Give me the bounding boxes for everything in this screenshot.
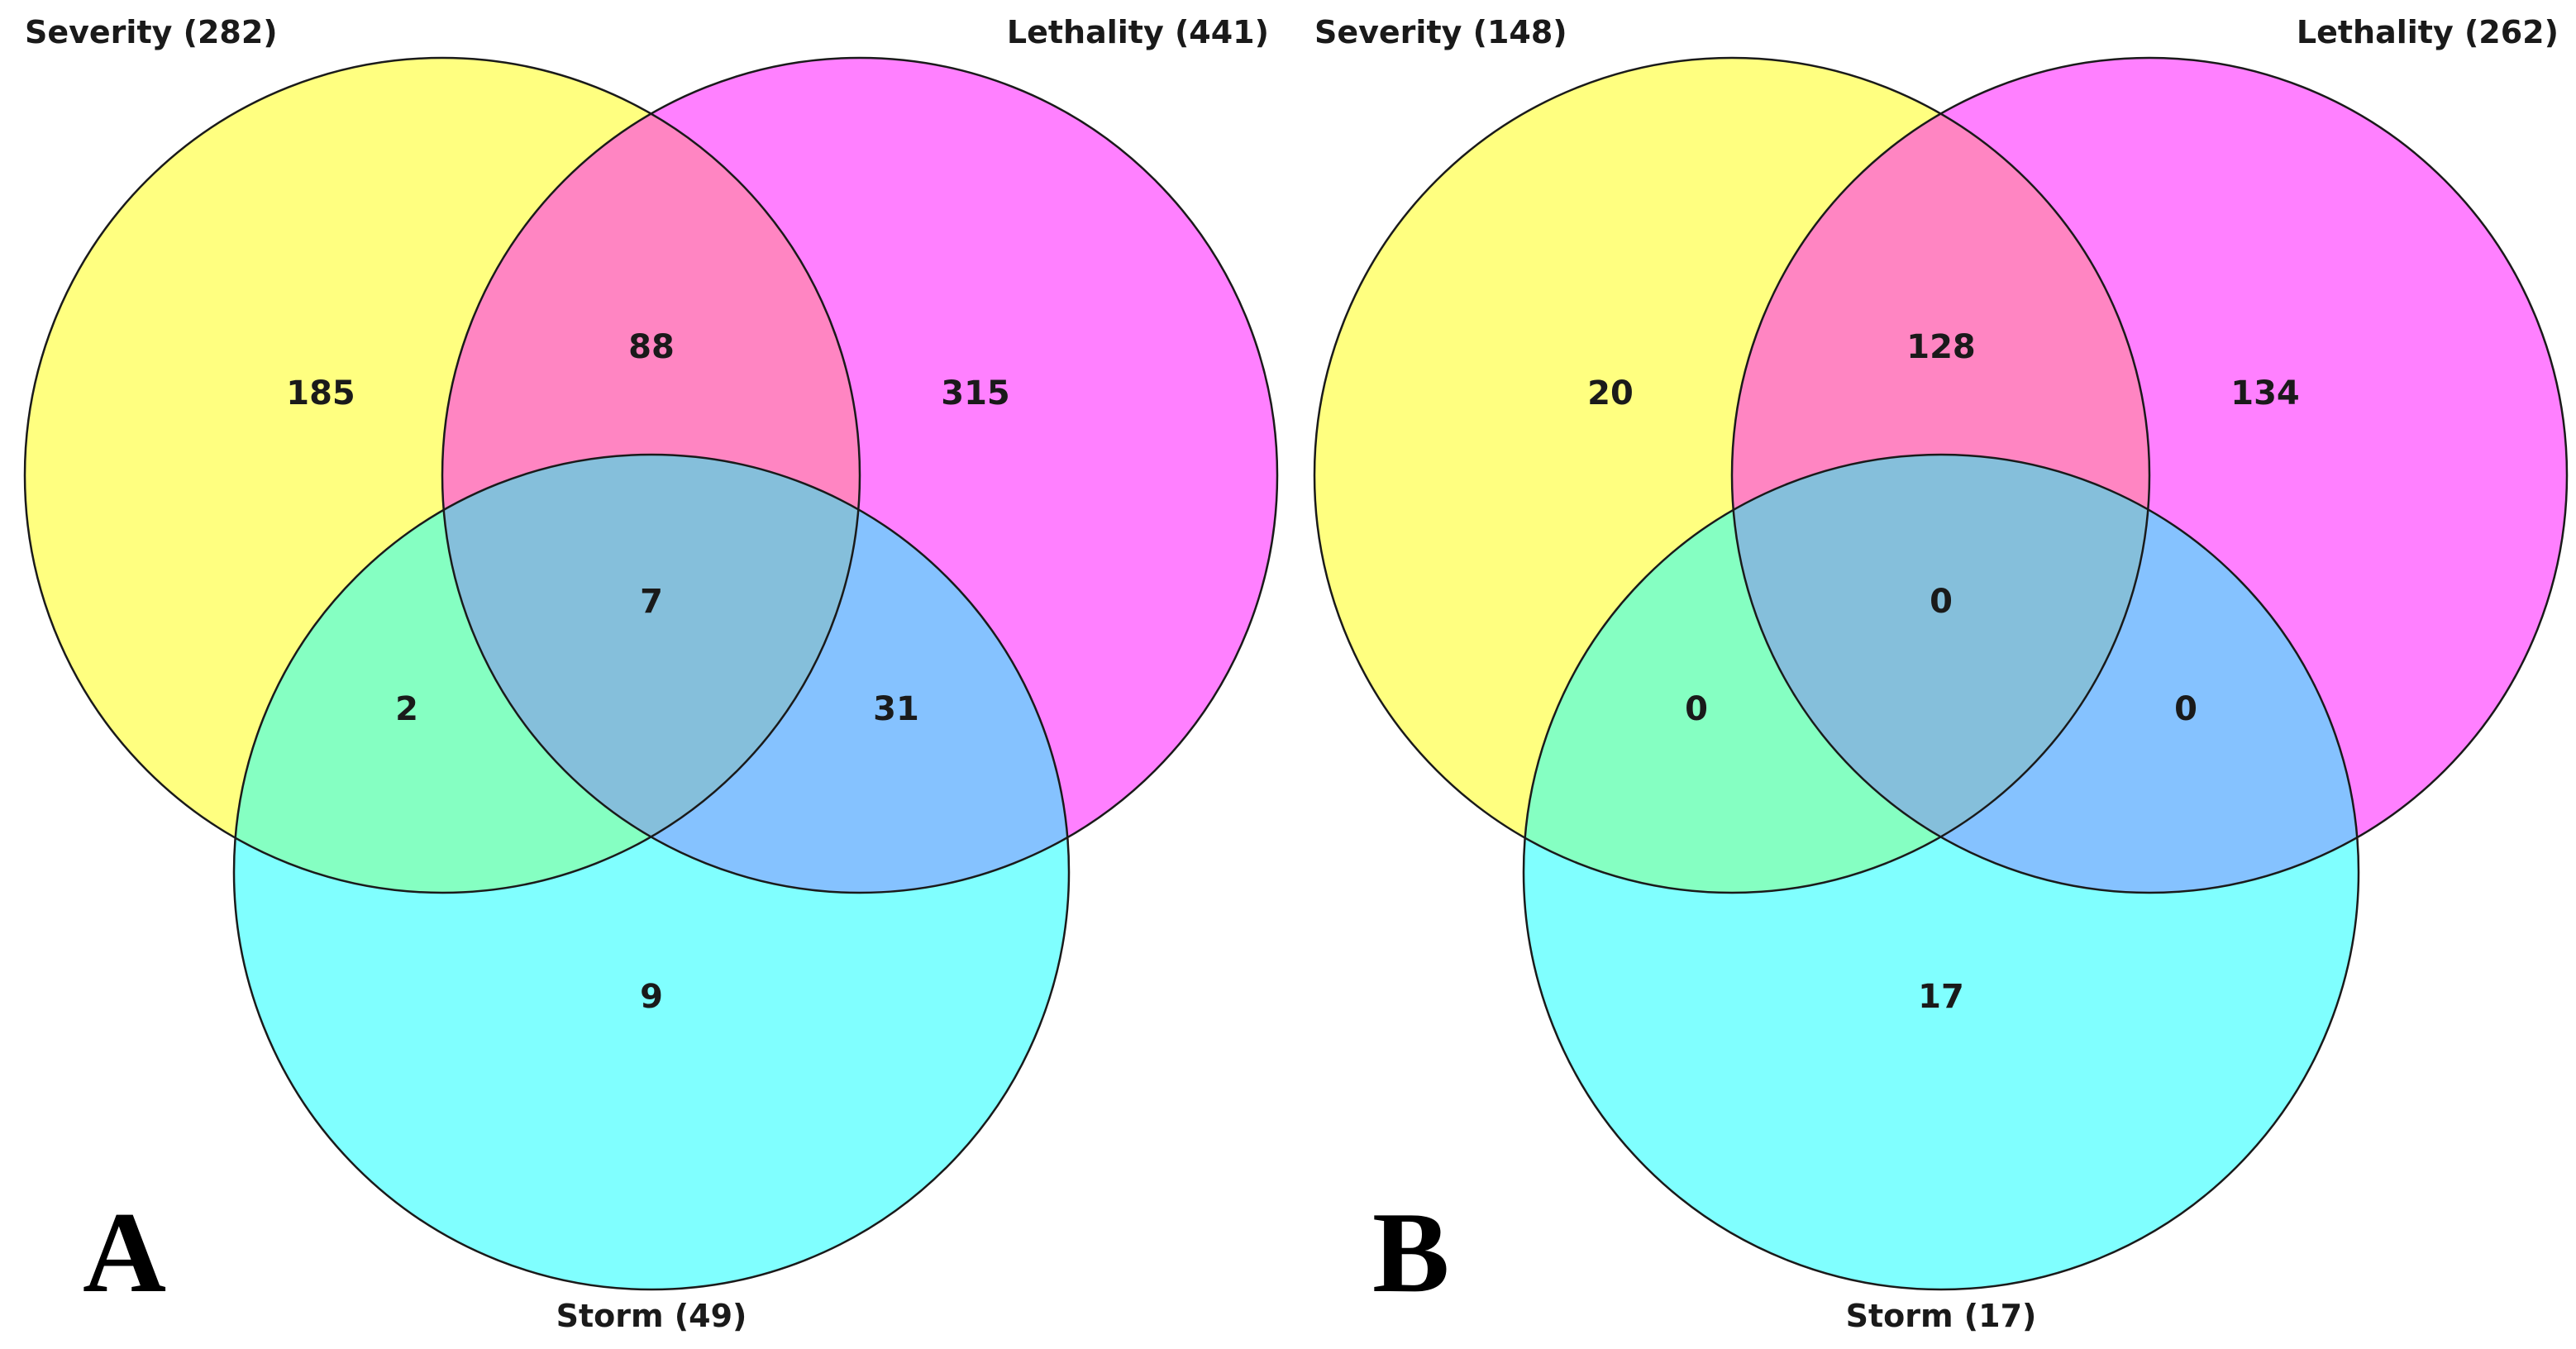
storm-set-label: Storm (49)	[556, 1298, 747, 1334]
venn-panel-b: Severity (148) Lethality (262) Storm (17) 2…	[1313, 14, 2569, 1334]
count-all-three: 7	[640, 583, 663, 621]
count-lethality-storm: 0	[2174, 690, 2197, 728]
severity-circle-outline	[23, 56, 861, 894]
count-storm-only: 9	[640, 978, 663, 1016]
count-severity-storm: 0	[1685, 690, 1708, 728]
severity-circle-outline	[1313, 56, 2151, 894]
lethality-circle-outline	[1730, 56, 2569, 894]
count-severity-only: 20	[1587, 374, 1634, 412]
severity-set-label: Severity (282)	[25, 14, 278, 50]
panel-letter: B	[1372, 1189, 1449, 1317]
severity-set-label: Severity (148)	[1314, 14, 1567, 50]
count-severity-only: 185	[286, 374, 355, 412]
lethality-set-label: Lethality (441)	[1007, 14, 1269, 50]
count-lethality-only: 315	[941, 374, 1010, 412]
count-lethality-storm: 31	[873, 690, 919, 728]
lethality-circle-outline	[441, 56, 1279, 894]
count-lethality-only: 134	[2230, 374, 2300, 412]
count-severity-lethality: 128	[1906, 328, 1976, 366]
storm-set-label: Storm (17)	[1846, 1298, 2037, 1334]
count-storm-only: 17	[1918, 978, 1964, 1016]
count-severity-storm: 2	[395, 690, 418, 728]
lethality-set-label: Lethality (262)	[2297, 14, 2559, 50]
storm-circle-outline	[232, 453, 1071, 1291]
venn-panel-a: Severity (282) Lethality (441) Storm (49) 1…	[23, 14, 1279, 1334]
count-severity-lethality: 88	[628, 328, 675, 366]
panel-letter: A	[83, 1189, 166, 1317]
count-all-three: 0	[1930, 583, 1953, 621]
storm-circle-outline	[1522, 453, 2360, 1291]
